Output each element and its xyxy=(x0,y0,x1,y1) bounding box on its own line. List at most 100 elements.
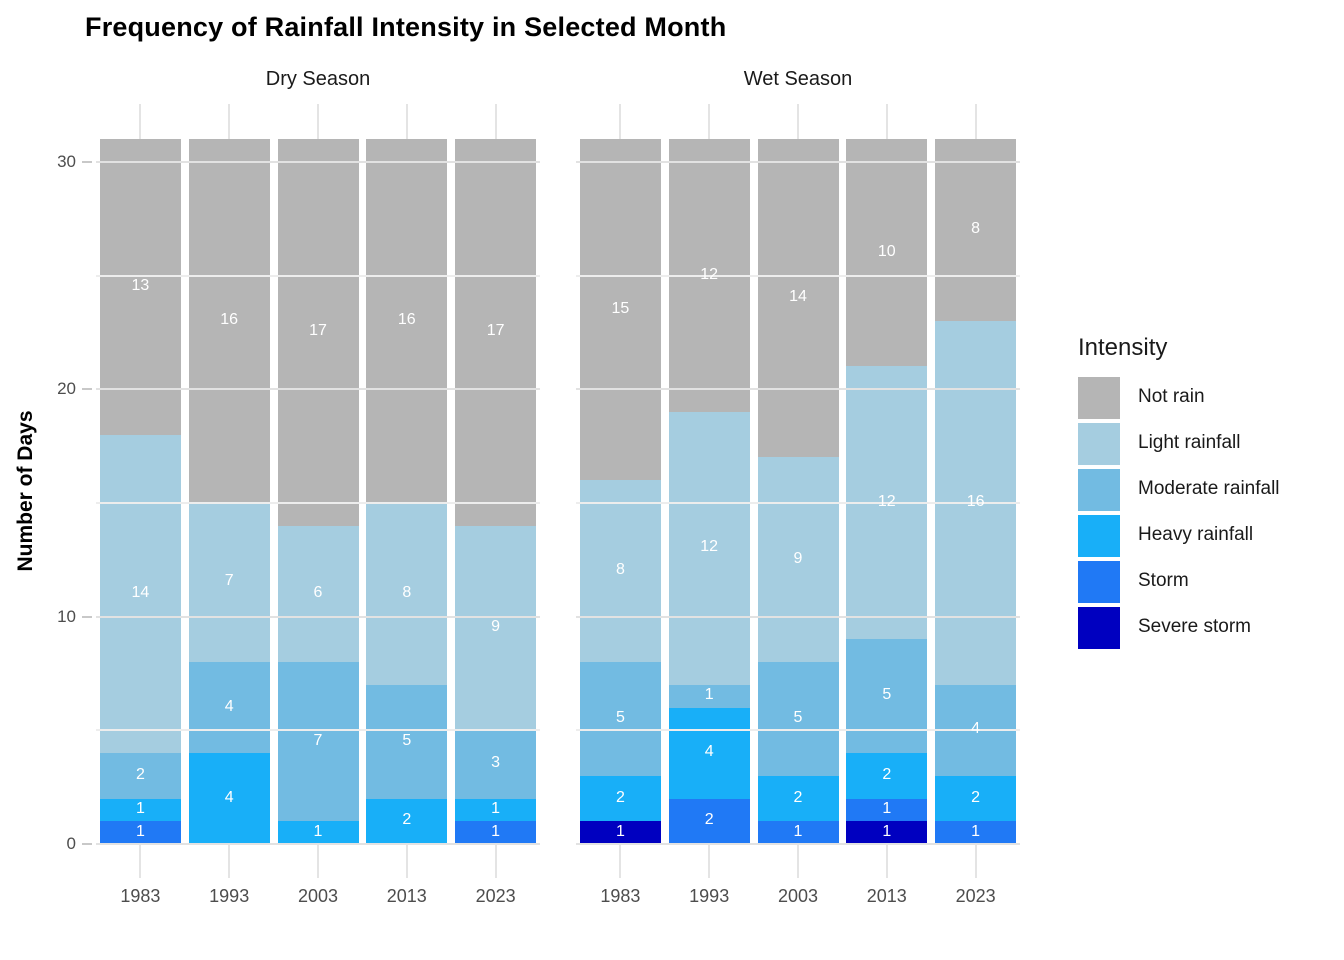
minor-gridline xyxy=(96,729,540,732)
bar-segment-moderate-rainfall xyxy=(668,684,750,708)
bar-value-label: 4 xyxy=(224,788,234,806)
facet-strip-wet-season: Wet Season xyxy=(743,68,853,90)
bar-value-label: 16 xyxy=(966,492,985,510)
bar-segment-moderate-rainfall xyxy=(846,639,928,754)
legend-label: Not rain xyxy=(1138,386,1205,407)
legend-title: Intensity xyxy=(1078,334,1168,361)
bar-value-label: 9 xyxy=(491,617,501,635)
legend-item-storm: Storm xyxy=(1078,561,1344,603)
legend-label: Severe storm xyxy=(1138,616,1251,637)
bar-value-label: 2 xyxy=(135,765,145,783)
bar-value-label: 1 xyxy=(793,822,803,840)
x-tick-label-year: 1983 xyxy=(600,886,641,906)
bar-segment-not-rain xyxy=(188,139,270,503)
bar-segment-heavy-rainfall xyxy=(99,798,181,822)
major-gridline xyxy=(96,615,540,618)
bar-value-label: 2 xyxy=(402,811,412,829)
bar-value-label: 5 xyxy=(793,708,803,726)
bar-value-label: 1 xyxy=(882,799,892,817)
bar-value-label: 2 xyxy=(793,788,803,806)
y-tick-mark xyxy=(82,388,92,391)
major-gridline xyxy=(576,388,1020,391)
bar-segment-storm xyxy=(99,821,181,844)
bar-value-label: 5 xyxy=(882,686,892,704)
x-tick-label-year: 1993 xyxy=(689,886,730,906)
bar-value-label: 12 xyxy=(700,265,719,283)
panel-wet-season: 1 2 5 8 15 2 4 1 12 12 1 2 5 9 14 1 1 2 5 12 10 1 2 4 16 8 xyxy=(576,104,1020,878)
bar-segment-storm xyxy=(455,821,537,844)
bar-segment-severe-storm xyxy=(579,821,661,844)
legend-item-moderate-rainfall: Moderate rainfall xyxy=(1078,469,1344,511)
bar-value-label: 1 xyxy=(313,822,323,840)
bar-segment-heavy-rainfall xyxy=(579,775,661,822)
legend-items: Not rain Light rainfall Moderate rainfall H… xyxy=(1078,377,1344,657)
bar-segment-heavy-rainfall xyxy=(277,821,359,844)
bar-value-label: 1 xyxy=(491,799,501,817)
bar-value-label: 13 xyxy=(131,276,150,294)
bar-value-label: 2 xyxy=(615,788,625,806)
major-gridline xyxy=(576,843,1020,845)
bar-segment-not-rain xyxy=(366,139,448,503)
bar-value-label: 4 xyxy=(704,743,714,761)
bar-value-label: 12 xyxy=(700,538,719,556)
bar-value-label: 14 xyxy=(131,583,150,601)
bar-segment-light-rainfall xyxy=(455,525,537,731)
legend-label: Storm xyxy=(1138,570,1189,591)
bar-value-label: 1 xyxy=(135,822,145,840)
facet-strip-dry-season: Dry Season xyxy=(265,68,371,90)
bar-value-label: 2 xyxy=(704,811,714,829)
bar-value-label: 7 xyxy=(224,572,234,590)
bar-value-label: 15 xyxy=(611,299,630,317)
minor-gridline xyxy=(96,274,540,277)
bar-segment-light-rainfall xyxy=(757,457,839,663)
x-tick-label-year: 2013 xyxy=(866,886,907,906)
bar-value-label: 17 xyxy=(309,322,327,340)
bar-segment-heavy-rainfall xyxy=(846,753,928,799)
bar-segment-storm xyxy=(757,821,839,844)
bar-segment-light-rainfall xyxy=(188,502,270,663)
major-gridline xyxy=(96,160,540,163)
bar-segment-moderate-rainfall xyxy=(99,753,181,799)
legend-item-severe-storm: Severe storm xyxy=(1078,607,1344,649)
bar-value-label: 7 xyxy=(313,731,323,749)
chart-title: Frequency of Rainfall Intensity in Selec… xyxy=(85,12,727,42)
bar-value-label: 4 xyxy=(224,697,234,715)
bar-segment-not-rain xyxy=(277,139,359,526)
x-tick-label-year: 2003 xyxy=(777,886,819,906)
bar-value-label: 1 xyxy=(882,822,892,840)
legend-label: Light rainfall xyxy=(1138,432,1241,453)
minor-gridline xyxy=(576,501,1020,504)
bar-segment-not-rain xyxy=(579,139,661,481)
moderate-rainfall-swatch xyxy=(1078,469,1120,511)
x-tick-label-year: 2013 xyxy=(386,886,427,906)
bar-value-label: 16 xyxy=(220,310,239,328)
y-tick-mark xyxy=(82,615,92,618)
bar-value-label: 8 xyxy=(615,561,625,579)
bar-value-label: 1 xyxy=(491,822,501,840)
storm-swatch xyxy=(1078,561,1120,603)
bar-value-label: 12 xyxy=(877,492,896,510)
bar-value-label: 8 xyxy=(402,583,412,601)
bar-segment-storm xyxy=(668,798,750,844)
bar-segment-moderate-rainfall xyxy=(455,730,537,799)
bar-segment-not-rain xyxy=(99,139,181,435)
legend-item-not-rain: Not rain xyxy=(1078,377,1344,419)
y-tick-label: 30 xyxy=(57,151,76,171)
y-axis-title: Number of Days xyxy=(14,410,37,572)
bar-value-label: 10 xyxy=(877,242,896,260)
x-tick-label-year: 2003 xyxy=(297,886,339,906)
x-tick-label-year: 1993 xyxy=(209,886,250,906)
bar-segment-heavy-rainfall xyxy=(757,775,839,822)
panel-dry-season: 1 1 2 14 13 4 4 7 16 1 7 6 17 2 5 8 16 1 1 3 9 17 xyxy=(96,104,540,878)
minor-gridline xyxy=(96,501,540,504)
bar-segment-heavy-rainfall xyxy=(188,753,270,844)
bar-value-label: 14 xyxy=(789,288,807,306)
legend-item-heavy-rainfall: Heavy rainfall xyxy=(1078,515,1344,557)
bar-segment-moderate-rainfall xyxy=(366,684,448,799)
bar-segment-light-rainfall xyxy=(277,525,359,663)
bar-segment-moderate-rainfall xyxy=(188,662,270,754)
bar-value-label: 4 xyxy=(971,720,981,738)
bar-value-label: 16 xyxy=(397,310,416,328)
bar-value-label: 17 xyxy=(486,322,505,340)
